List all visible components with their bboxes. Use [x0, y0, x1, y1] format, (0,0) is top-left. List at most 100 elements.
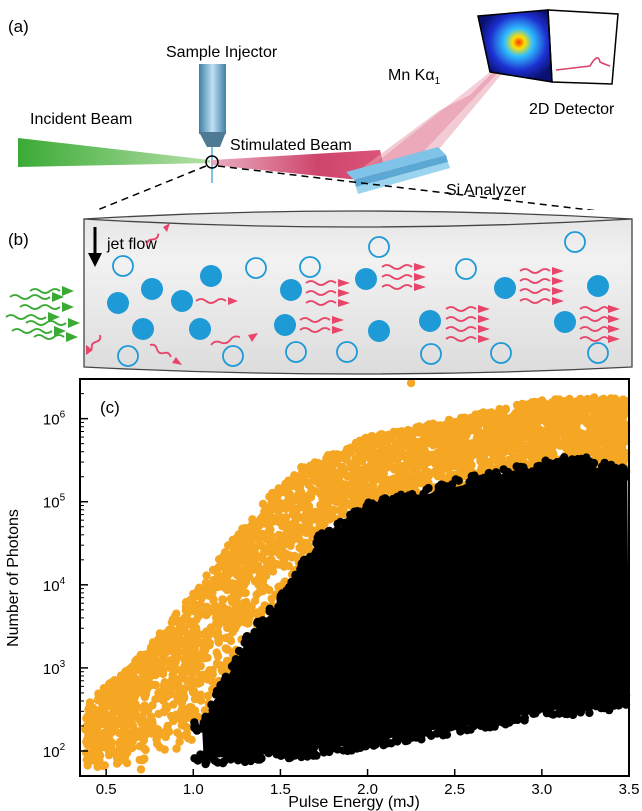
- black-point: [303, 752, 312, 761]
- orange-point: [295, 543, 304, 553]
- orange-point: [190, 694, 200, 704]
- orange-point: [258, 499, 268, 509]
- black-point: [312, 539, 321, 548]
- orange-point: [267, 531, 276, 540]
- orange-point: [548, 407, 557, 417]
- orange-point: [280, 556, 289, 565]
- orange-point: [507, 413, 516, 422]
- black-point: [221, 678, 230, 687]
- orange-point: [491, 418, 500, 427]
- orange-point: [185, 620, 194, 629]
- orange-point: [611, 407, 621, 417]
- orange-point: [162, 725, 172, 734]
- empty-atom: [245, 257, 267, 279]
- bundle-6: [579, 305, 620, 343]
- black-point: [255, 755, 265, 764]
- orange-point: [258, 566, 268, 575]
- orange-point: [548, 442, 557, 452]
- orange-point: [147, 729, 156, 738]
- detector-label: 2D Detector: [529, 101, 615, 118]
- orange-point: [500, 459, 509, 468]
- orange-point: [138, 661, 147, 670]
- orange-point: [404, 457, 414, 466]
- x-tick-label: 3.0: [531, 781, 552, 798]
- black-point: [382, 501, 392, 511]
- black-point: [396, 494, 405, 503]
- orange-point: [196, 661, 205, 671]
- orange-point: [227, 616, 237, 626]
- orange-point: [168, 675, 177, 684]
- orange-point: [338, 462, 347, 472]
- orange-point: [419, 463, 429, 472]
- orange-point: [184, 734, 193, 743]
- orange-point: [271, 514, 280, 523]
- orange-point: [413, 449, 422, 459]
- orange-point: [109, 688, 119, 698]
- black-point: [353, 513, 362, 522]
- empty-atom: [299, 256, 321, 278]
- black-point: [333, 519, 342, 529]
- black-point: [339, 746, 348, 755]
- black-point: [390, 505, 399, 515]
- black-point: [565, 457, 575, 466]
- orange-point: [182, 640, 192, 649]
- orange-point: [294, 529, 304, 539]
- orange-point: [465, 460, 475, 469]
- stimulated-beam-label: Stimulated Beam: [230, 137, 352, 154]
- x-axis-label: Pulse Energy (mJ): [288, 794, 420, 811]
- orange-point: [470, 425, 480, 434]
- orange-point: [122, 758, 132, 768]
- orange-point: [224, 541, 233, 550]
- orange-point: [583, 394, 592, 404]
- orange-point: [285, 523, 294, 532]
- orange-point: [175, 737, 184, 746]
- detector-profile-panel: [547, 9, 619, 85]
- orange-point: [123, 691, 133, 700]
- black-point: [488, 480, 497, 489]
- orange-point: [320, 497, 329, 506]
- orange-point: [574, 446, 584, 455]
- black-point: [372, 732, 381, 741]
- orange-point: [161, 732, 170, 742]
- black-point: [488, 719, 497, 728]
- filled-atom: [419, 310, 441, 332]
- orange-point: [537, 407, 546, 416]
- orange-point: [274, 530, 284, 540]
- bundle-2: [299, 316, 344, 334]
- orange-point: [361, 452, 370, 461]
- jet-flow-arrowhead: [88, 253, 102, 267]
- black-point: [616, 696, 625, 705]
- orange-point: [555, 395, 564, 404]
- orange-point: [567, 437, 576, 447]
- orange-point: [100, 714, 110, 723]
- black-point: [255, 620, 264, 629]
- orange-point: [565, 424, 574, 433]
- plot-frame: [79, 378, 630, 777]
- orange-point: [276, 484, 285, 494]
- orange-point: [361, 463, 370, 472]
- orange-point: [349, 486, 358, 495]
- filled-atom: [494, 277, 516, 299]
- orange-point: [315, 479, 325, 488]
- black-point: [247, 749, 256, 759]
- filled-atom: [355, 268, 377, 290]
- orange-point: [207, 677, 217, 686]
- orange-point: [607, 395, 616, 404]
- black-point: [247, 638, 256, 647]
- orange-point: [232, 533, 241, 542]
- black-point: [477, 484, 487, 493]
- orange-point: [389, 427, 398, 437]
- orange-point: [375, 460, 384, 469]
- orange-point: [84, 713, 93, 723]
- black-point: [371, 501, 380, 510]
- emission-fan: [362, 28, 540, 172]
- orange-point: [311, 472, 320, 481]
- orange-point: [351, 466, 360, 475]
- stimulated-beam: [212, 150, 388, 183]
- orange-point: [101, 703, 110, 713]
- black-point: [285, 591, 294, 600]
- orange-point: [99, 684, 109, 693]
- orange-point: [243, 619, 252, 628]
- orange-point: [415, 427, 425, 436]
- black-point: [190, 722, 199, 731]
